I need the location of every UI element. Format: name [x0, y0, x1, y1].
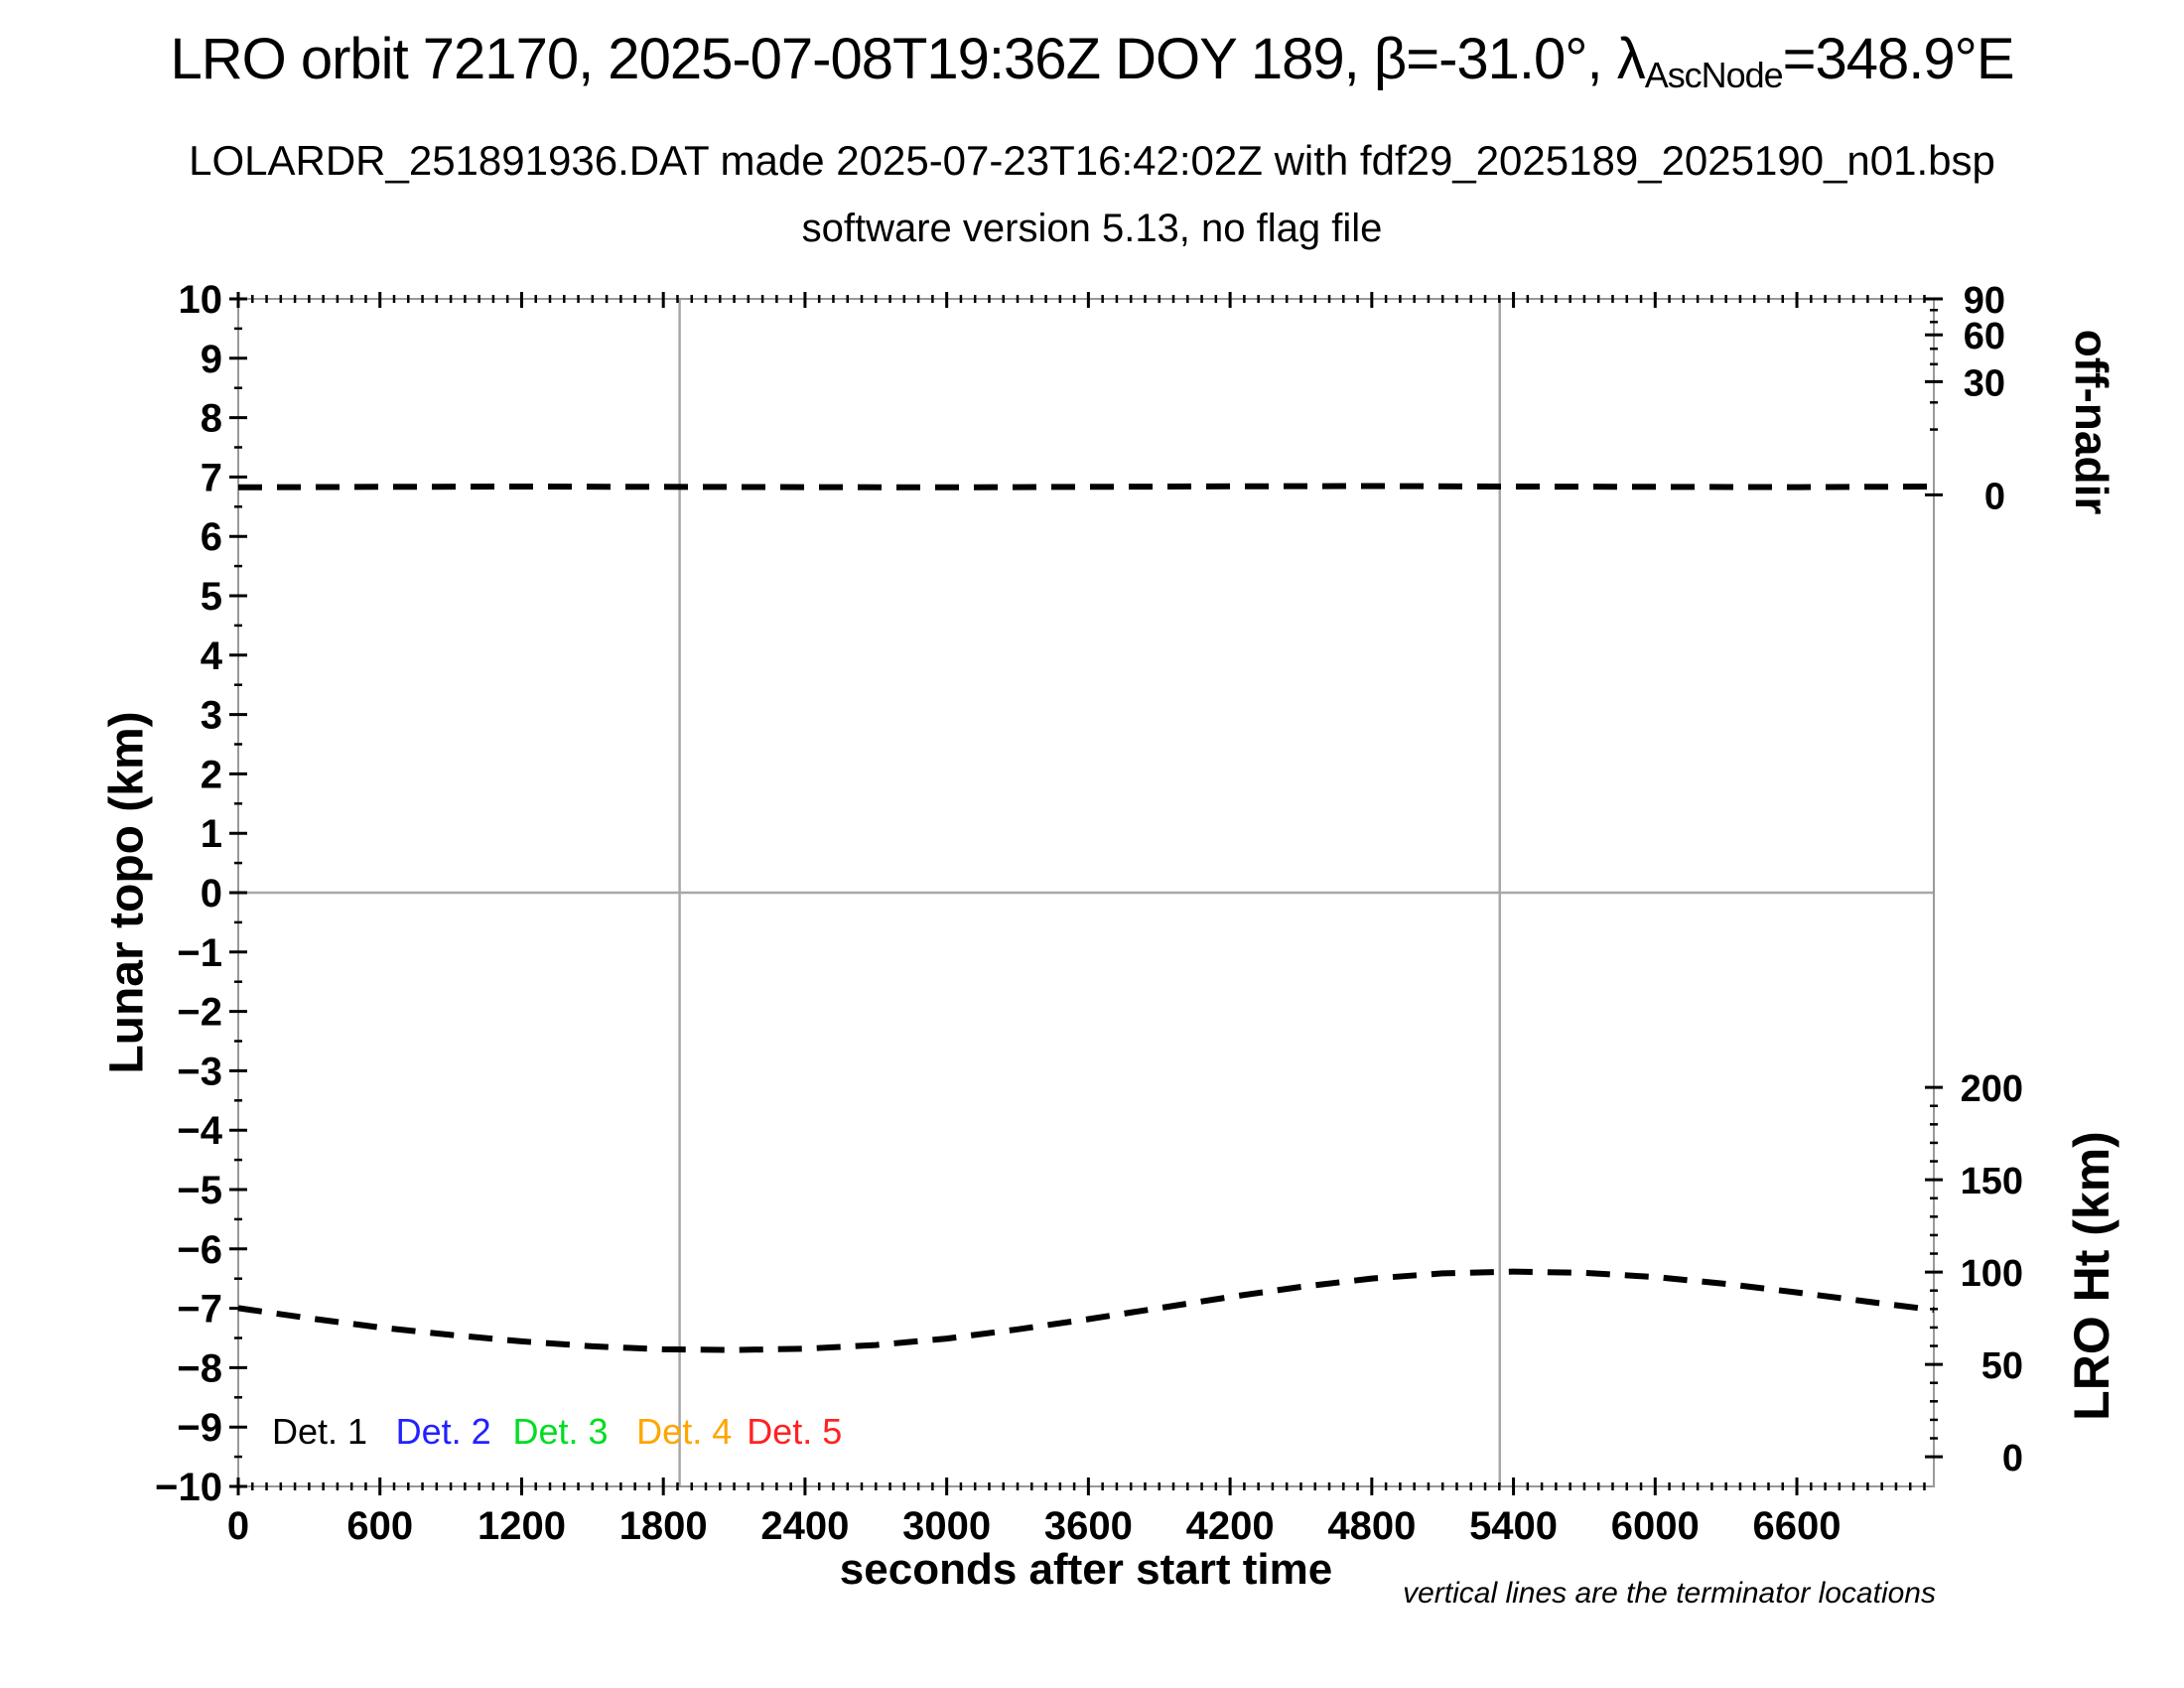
legend-item-3: Det. 3 [512, 1411, 608, 1452]
y-tick-label: −6 [177, 1228, 222, 1272]
x-tick-label: 600 [346, 1504, 413, 1548]
title-text: LRO orbit 72170, 2025-07-08T19:36Z DOY 1… [170, 27, 1645, 91]
x-tick-label: 6600 [1753, 1504, 1842, 1548]
x-tick-label: 3600 [1044, 1504, 1133, 1548]
offnadir-tick-label: 30 [1964, 362, 2005, 404]
title-subscript: AscNode [1644, 54, 1784, 95]
x-tick-label: 1800 [619, 1504, 708, 1548]
software-version-line: software version 5.13, no flag file [801, 207, 1383, 250]
y-tick-label: −9 [177, 1406, 222, 1450]
y-tick-label: 8 [201, 397, 222, 441]
y-tick-label: −10 [155, 1466, 222, 1509]
ht-tick-label: 150 [1961, 1161, 2023, 1202]
legend-item-4: Det. 4 [636, 1411, 732, 1452]
legend-item-1: Det. 1 [272, 1411, 367, 1452]
x-tick-label: 1200 [478, 1504, 566, 1548]
x-tick-label: 5400 [1469, 1504, 1558, 1548]
y-tick-label: 0 [201, 872, 222, 915]
y-tick-label: 10 [179, 278, 223, 322]
offnadir-tick-label: 90 [1964, 280, 2005, 322]
plot-title: LRO orbit 72170, 2025-07-08T19:36Z DOY 1… [0, 26, 2184, 96]
y-tick-label: 6 [201, 515, 222, 559]
legend-item-2: Det. 2 [396, 1411, 491, 1452]
x-axis-title: seconds after start time [839, 1545, 1333, 1594]
series-ht-curve [237, 1268, 1935, 1353]
y-tick-label: 7 [201, 456, 222, 499]
y-tick-label: −7 [177, 1288, 222, 1332]
offnadir-tick-label: 0 [1984, 476, 2005, 517]
x-tick-label: 4200 [1186, 1504, 1275, 1548]
y-tick-label: −5 [177, 1169, 222, 1212]
y-tick-label: 4 [201, 634, 223, 678]
terminator-footnote: vertical lines are the terminator locati… [1403, 1577, 1936, 1610]
y-tick-label: 9 [201, 338, 222, 381]
x-tick-label: 4800 [1327, 1504, 1416, 1548]
data-file-subtitle: LOLARDR_251891936.DAT made 2025-07-23T16… [189, 137, 1995, 184]
offnadir-tick-label: 60 [1964, 316, 2005, 357]
series-offnadir-curve [237, 483, 1935, 491]
x-tick-label: 6000 [1611, 1504, 1700, 1548]
x-tick-label: 0 [227, 1504, 249, 1548]
y-tick-label: −4 [177, 1109, 222, 1153]
ht-tick-label: 200 [1961, 1068, 2023, 1110]
y-tick-label: 2 [201, 753, 222, 796]
x-tick-label: 3000 [902, 1504, 991, 1548]
ht-tick-label: 0 [2002, 1438, 2023, 1479]
y-tick-label: 1 [201, 812, 222, 856]
title-suffix: =348.9°E [1782, 27, 2015, 91]
legend-item-5: Det. 5 [747, 1411, 842, 1452]
y-tick-label: −1 [177, 931, 222, 975]
ht-tick-label: 100 [1961, 1253, 2023, 1295]
y-tick-label: −2 [177, 991, 222, 1035]
y-tick-label: −8 [177, 1346, 222, 1390]
x-tick-label: 2400 [760, 1504, 849, 1548]
y-tick-label: 5 [201, 575, 222, 619]
y-tick-label: −3 [177, 1050, 222, 1093]
y-tick-label: 3 [201, 694, 222, 738]
ht-tick-label: 50 [1981, 1345, 2023, 1387]
